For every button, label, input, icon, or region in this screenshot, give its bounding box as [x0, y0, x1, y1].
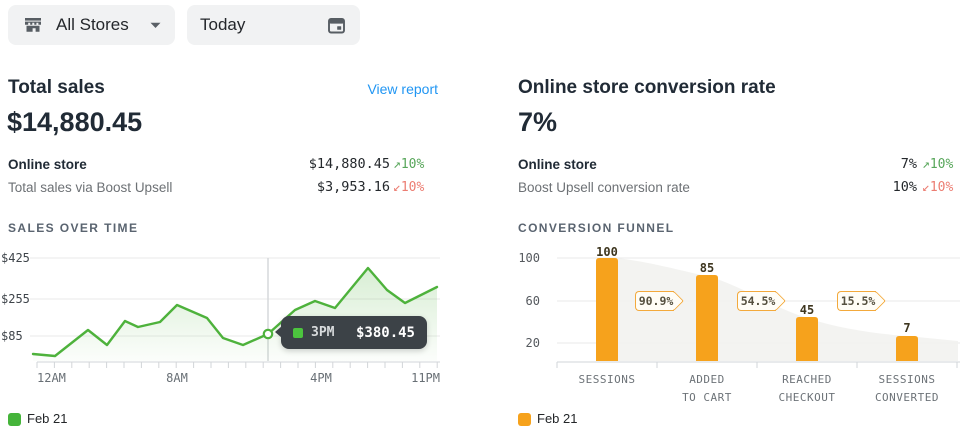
- tooltip-arrow: [275, 326, 282, 338]
- metric-row-value: $3,953.16: [316, 179, 390, 195]
- tooltip-time: 3PM: [311, 325, 335, 340]
- store-selector-button[interactable]: All Stores: [8, 5, 175, 45]
- x-axis-label: 12AM: [37, 371, 66, 385]
- trend-down-icon: ↙: [393, 180, 401, 195]
- series-swatch-icon: [293, 327, 303, 338]
- metric-row-change: ↗10%: [393, 157, 425, 172]
- total-sales-title: Total sales: [8, 77, 105, 98]
- y-axis-label: $425: [1, 251, 30, 265]
- funnel-category-label: REACHED: [782, 373, 832, 386]
- funnel-category-label: CONVERTED: [874, 391, 940, 404]
- metric-row-value: 10%: [892, 179, 917, 195]
- legend-label: Feb 21: [537, 411, 578, 426]
- view-report-link[interactable]: View report: [367, 81, 438, 97]
- conversion-badge: 90.9%: [635, 291, 684, 312]
- chevron-down-icon: [150, 22, 161, 29]
- bar-value-label: 100: [596, 245, 618, 259]
- total-sales-value: $14,880.45: [7, 107, 143, 137]
- y-axis-label: 20: [525, 336, 540, 350]
- funnel-category-label: ADDED: [689, 373, 725, 386]
- date-range-button[interactable]: Today: [187, 5, 360, 45]
- metric-row-change: ↙10%: [922, 180, 954, 195]
- conversion-funnel-chart[interactable]: [510, 245, 960, 380]
- date-range-label: Today: [200, 15, 246, 34]
- trend-down-icon: ↙: [922, 180, 930, 195]
- metric-row-value: $14,880.45: [308, 156, 390, 172]
- funnel-category-label: TO CART: [682, 391, 732, 404]
- chart-tooltip: 3PM $380.45: [275, 316, 427, 349]
- calendar-icon: [326, 15, 347, 36]
- legend-swatch-icon: [8, 413, 21, 426]
- metric-row-label: Online store: [518, 157, 597, 172]
- legend-swatch-icon: [518, 413, 531, 426]
- metric-row-change: ↗10%: [922, 157, 954, 172]
- trend-up-icon: ↗: [922, 157, 930, 172]
- conversion-value: 7%: [518, 107, 558, 137]
- metric-row-label: Total sales via Boost Upsell: [8, 180, 173, 195]
- y-axis-label: 60: [525, 294, 540, 308]
- funnel-category-label: SESSIONS: [878, 373, 936, 386]
- conversion-funnel-label: CONVERSION FUNNEL: [518, 221, 675, 235]
- y-axis-label: $255: [1, 292, 30, 306]
- metric-row-label: Online store: [8, 157, 87, 172]
- x-axis-label: 4PM: [310, 371, 332, 385]
- funnel-category-label: CHECKOUT: [778, 391, 836, 404]
- y-axis-label: 100: [518, 251, 540, 265]
- store-selector-label: All Stores: [56, 15, 129, 34]
- sales-over-time-label: SALES OVER TIME: [8, 221, 139, 235]
- bar-value-label: 7: [903, 321, 911, 335]
- x-axis-label: 11PM: [411, 371, 440, 385]
- metric-row-change: ↙10%: [393, 180, 425, 195]
- conversion-badge: 15.5%: [837, 291, 886, 312]
- legend-label: Feb 21: [27, 411, 68, 426]
- bar-value-label: 85: [699, 261, 715, 275]
- funnel-category-label: SESSIONS: [578, 373, 636, 386]
- y-axis-label: $85: [1, 329, 23, 343]
- bar-value-label: 45: [799, 303, 815, 317]
- tooltip-value: $380.45: [355, 324, 415, 341]
- metric-row-label: Boost Upsell conversion rate: [518, 180, 690, 195]
- storefront-icon: [22, 14, 44, 36]
- topbar: All Stores Today: [0, 0, 960, 50]
- x-axis-label: 8AM: [166, 371, 188, 385]
- metric-row-value: 7%: [900, 156, 917, 172]
- conversion-title: Online store conversion rate: [518, 77, 776, 98]
- trend-up-icon: ↗: [393, 157, 401, 172]
- conversion-badge: 54.5%: [737, 291, 786, 312]
